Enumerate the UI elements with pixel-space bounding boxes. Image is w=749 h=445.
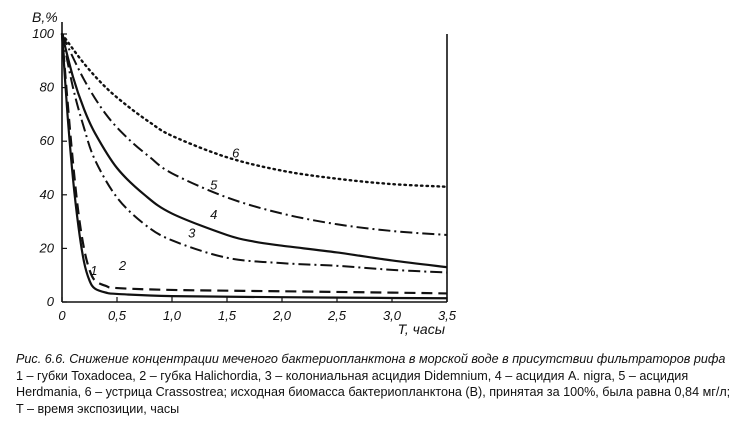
caption-title: Рис. 6.6. Снижение концентрации меченого… (16, 352, 726, 366)
curve-label-1: 1 (90, 263, 97, 278)
y-tick-label: 100 (32, 26, 54, 41)
y-tick-label: 40 (40, 187, 55, 202)
series-line-5 (61, 33, 448, 236)
curve-label-4: 4 (210, 207, 217, 222)
curve-label-5: 5 (210, 177, 218, 192)
curve-label-2: 2 (118, 258, 127, 273)
x-tick-label: 1,0 (163, 308, 182, 323)
series-line-2 (60, 33, 448, 295)
x-tick-label: 0 (58, 308, 66, 323)
curve-label-6: 6 (232, 145, 240, 160)
series-line-6 (60, 32, 449, 188)
x-tick-label: 3,0 (383, 308, 402, 323)
series-line-1 (60, 33, 448, 300)
x-axis-title: T, часы (398, 321, 446, 337)
x-tick-label: 2,0 (272, 308, 292, 323)
label-group: 0 20 40 60 80 100 0 0,5 1,0 1,5 2,0 2,5 3,0 3,5 B,% T, … (32, 9, 457, 337)
y-tick-label: 60 (40, 133, 55, 148)
y-tick-label: 20 (39, 240, 55, 255)
series-line-4 (60, 33, 448, 269)
series-line-3 (61, 33, 448, 274)
x-tick-label: 3,5 (438, 308, 457, 323)
caption-legend: 1 – губки Toxadocea, 2 – губка Halichord… (16, 368, 731, 416)
axes (61, 22, 448, 303)
figure-caption: Рис. 6.6. Снижение концентрации меченого… (16, 351, 741, 417)
y-axis-title: B,% (32, 9, 58, 25)
y-tick-label: 0 (47, 294, 55, 309)
x-tick-label: 1,5 (218, 308, 237, 323)
x-tick-label: 0,5 (108, 308, 127, 323)
chart: 0 20 40 60 80 100 0 0,5 1,0 1,5 2,0 2,5 3,0 3,5 B,% T, … (32, 9, 457, 337)
curve-label-3: 3 (188, 226, 196, 241)
series-group (60, 32, 449, 300)
y-tick-label: 80 (40, 80, 55, 95)
x-tick-label: 2,5 (327, 308, 347, 323)
